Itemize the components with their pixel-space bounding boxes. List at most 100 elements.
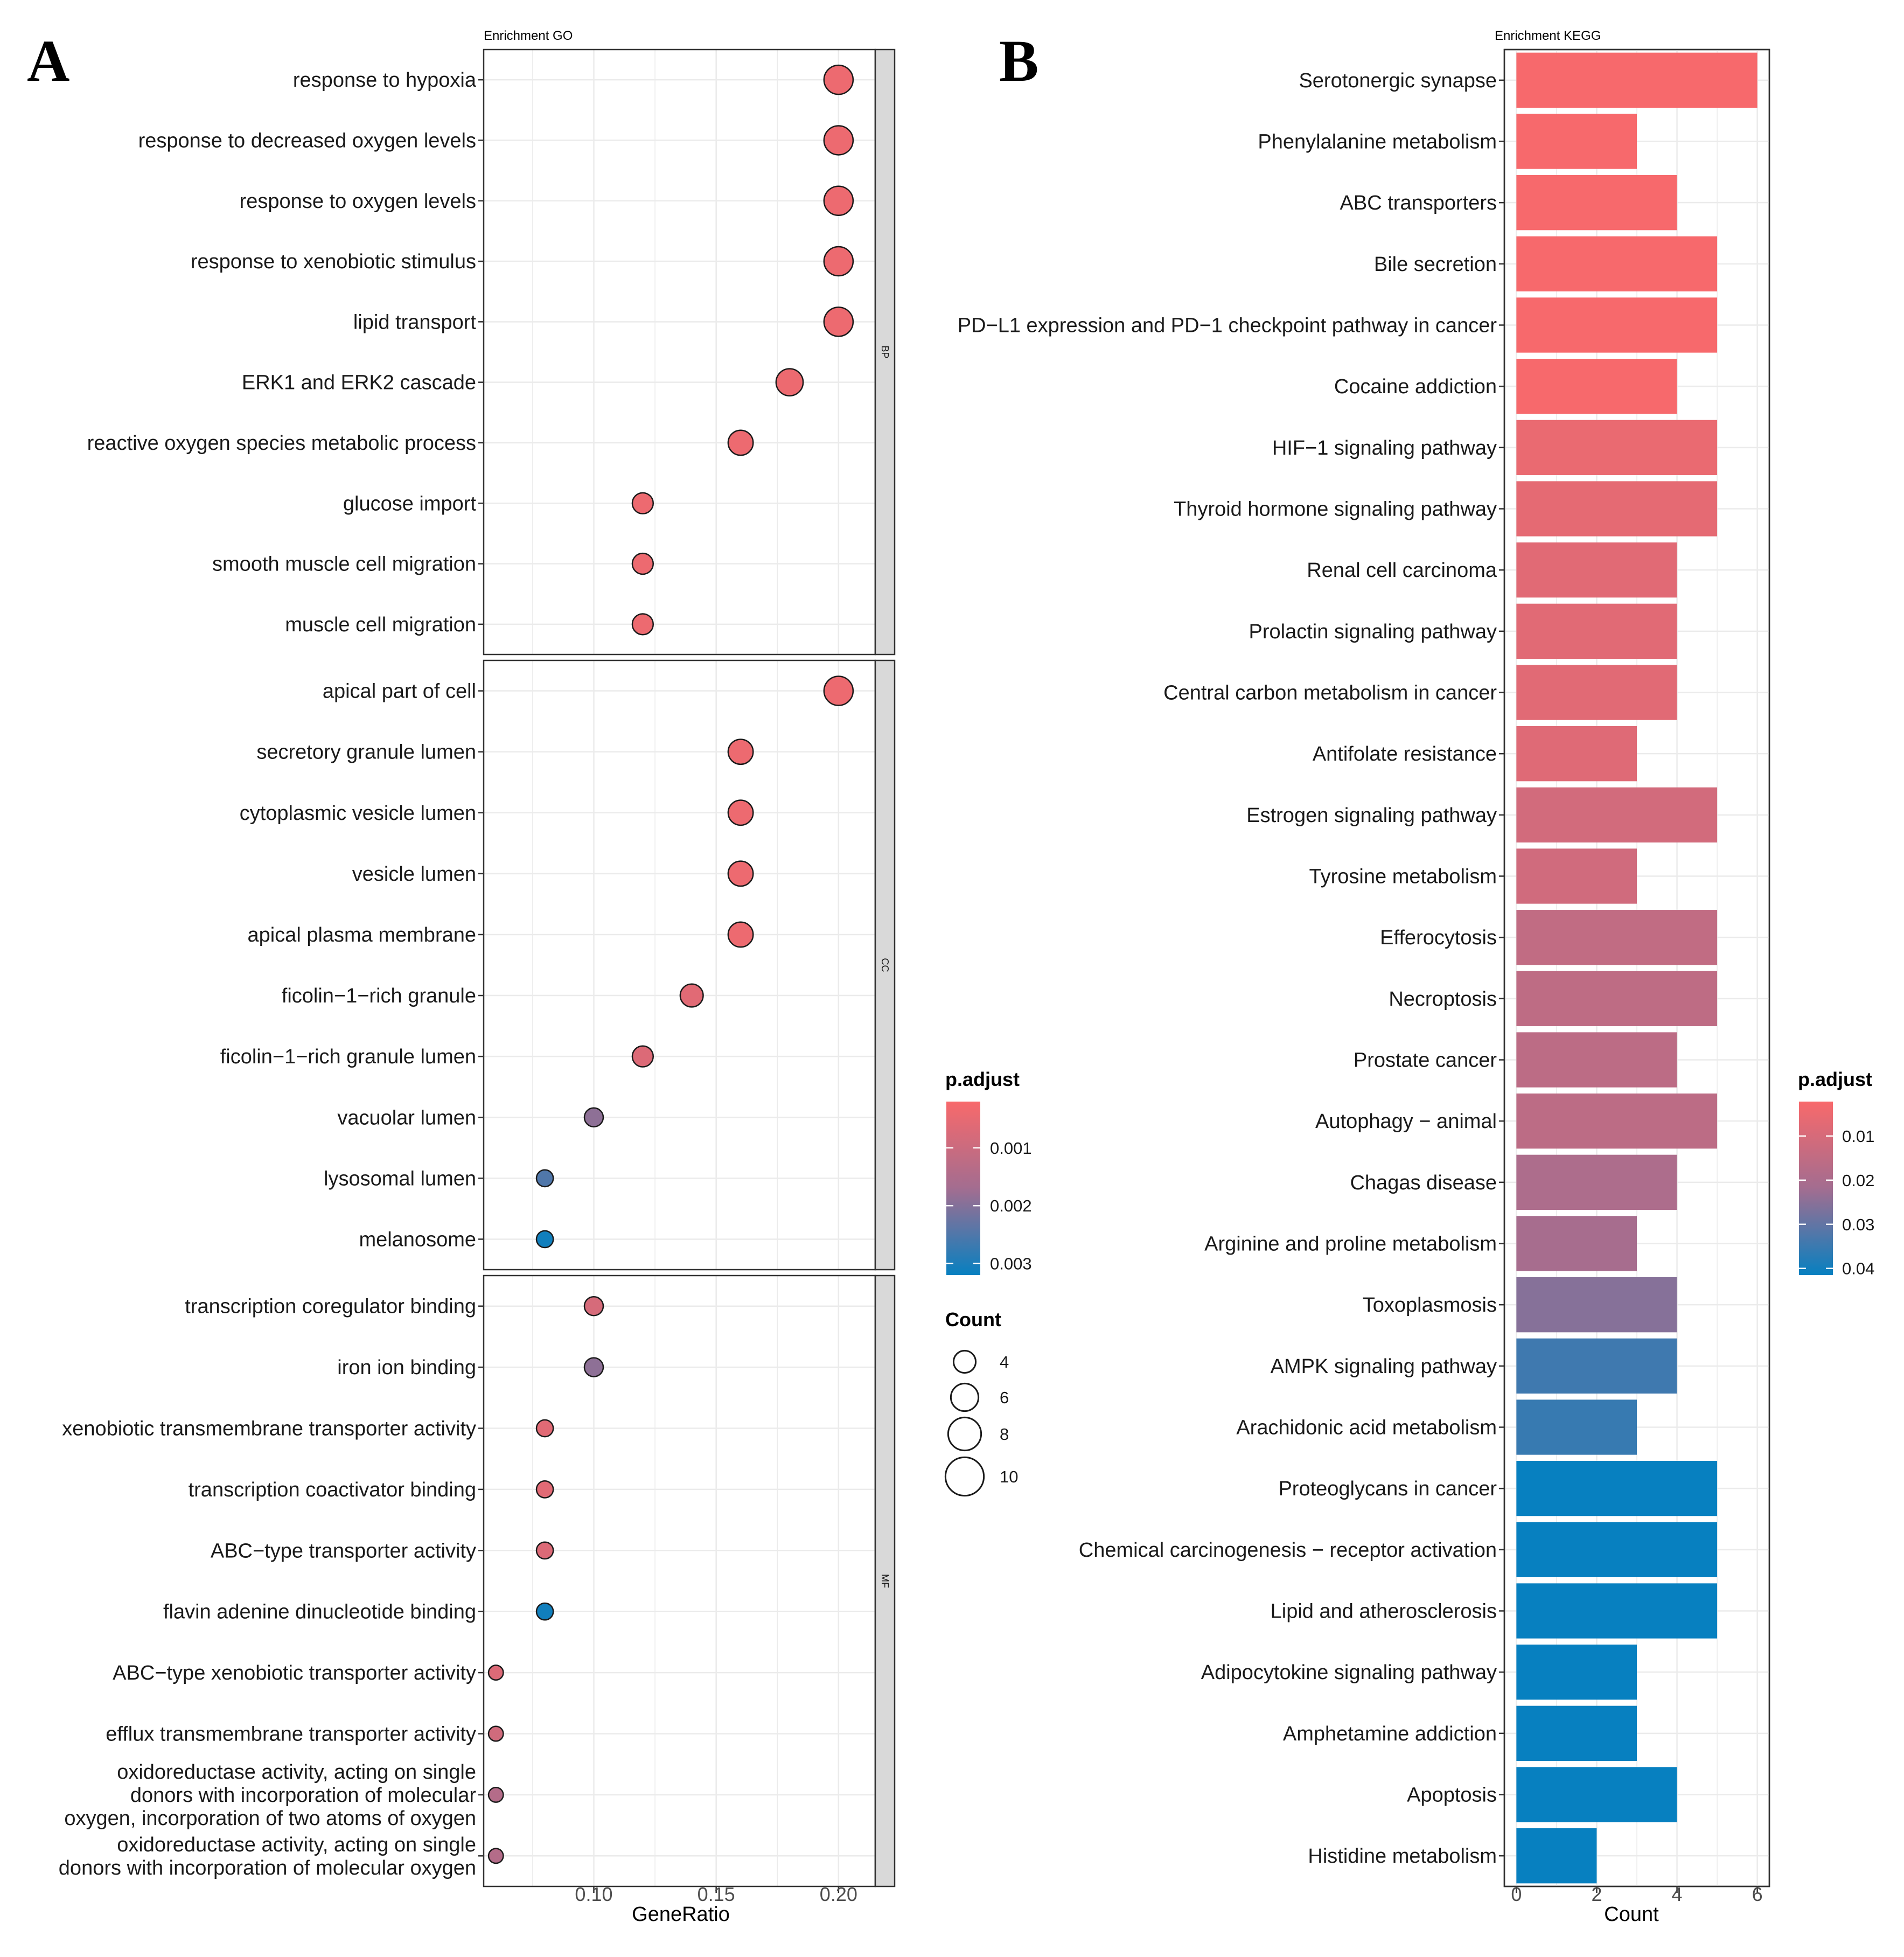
go-term-label-line: cytoplasmic vesicle lumen bbox=[240, 802, 476, 825]
kegg-bar bbox=[1516, 297, 1718, 353]
go-point bbox=[631, 552, 654, 575]
go-color-tick-label: 0.003 bbox=[990, 1255, 1032, 1273]
kegg-bar bbox=[1516, 726, 1637, 782]
go-color-tick-label: 0.001 bbox=[990, 1139, 1032, 1158]
go-term-label-line: ficolin−1−rich granule lumen bbox=[220, 1046, 476, 1068]
go-term-label-line: efflux transmembrane transporter activit… bbox=[106, 1723, 476, 1746]
kegg-bar bbox=[1516, 1154, 1677, 1210]
kegg-bar bbox=[1516, 971, 1718, 1026]
kegg-bar bbox=[1516, 52, 1757, 108]
go-facet-mf: MF transcription coregulator binding iron … bbox=[59, 1275, 896, 1888]
kegg-y-labels: Serotonergic synapse Phenylalanine metabo… bbox=[958, 69, 1504, 1868]
go-term-label-line: secretory granule lumen bbox=[256, 741, 476, 764]
go-term-label-line: ERK1 and ERK2 cascade bbox=[242, 372, 476, 394]
go-facet-panel bbox=[484, 1276, 875, 1886]
go-facet-cc: CC apical part of cell secretory granule l… bbox=[220, 659, 896, 1271]
kegg-category-label: Cocaine addiction bbox=[1334, 375, 1497, 398]
kegg-bar bbox=[1516, 1094, 1718, 1149]
kegg-bar bbox=[1516, 1522, 1718, 1577]
go-point bbox=[583, 1296, 604, 1317]
kegg-category-label: Arachidonic acid metabolism bbox=[1236, 1417, 1497, 1439]
go-point bbox=[535, 1230, 554, 1249]
kegg-bar bbox=[1516, 542, 1677, 598]
go-term-label: smooth muscle cell migration bbox=[212, 553, 476, 576]
go-point bbox=[487, 1665, 504, 1681]
kegg-plot-border bbox=[1503, 48, 1770, 1888]
go-size-keys: 4 6 8 10 bbox=[944, 1349, 1018, 1497]
go-facet-strip-label: BP bbox=[880, 345, 890, 358]
kegg-chart-title: Enrichment KEGG bbox=[1495, 29, 1601, 43]
go-point bbox=[727, 429, 754, 456]
kegg-category-label: Autophagy − animal bbox=[1315, 1110, 1497, 1133]
kegg-bar bbox=[1516, 1399, 1637, 1455]
go-point bbox=[535, 1541, 554, 1560]
kegg-color-tick-label: 0.04 bbox=[1842, 1259, 1874, 1278]
go-term-label: glucose import bbox=[343, 492, 477, 515]
go-point bbox=[535, 1480, 554, 1499]
kegg-category-label: Arginine and proline metabolism bbox=[1204, 1233, 1497, 1256]
go-term-label-line: donors with incorporation of molecular o… bbox=[59, 1857, 476, 1879]
kegg-bar bbox=[1516, 848, 1637, 904]
kegg-category-label: Apoptosis bbox=[1407, 1784, 1497, 1807]
go-point bbox=[823, 185, 854, 216]
go-point bbox=[631, 492, 654, 514]
kegg-category-label: Adipocytokine signaling pathway bbox=[1201, 1661, 1497, 1684]
go-term-label: response to hypoxia bbox=[293, 69, 477, 92]
go-term-label-line: muscle cell migration bbox=[285, 614, 476, 636]
kegg-category-label: Prostate cancer bbox=[1354, 1049, 1497, 1072]
go-term-label-line: vesicle lumen bbox=[352, 863, 476, 886]
kegg-bar bbox=[1516, 603, 1677, 659]
go-facets: BP response to hypoxia response to decreas… bbox=[59, 48, 896, 1888]
go-term-label-line: xenobiotic transmembrane transporter act… bbox=[62, 1418, 476, 1440]
panel-a-letter: A bbox=[27, 28, 69, 94]
kegg-bar bbox=[1516, 1032, 1677, 1088]
go-point bbox=[727, 739, 754, 765]
go-term-label: apical plasma membrane bbox=[247, 924, 476, 946]
kegg-category-label: Bile secretion bbox=[1374, 253, 1497, 276]
kegg-category-label: Prolactin signaling pathway bbox=[1249, 621, 1497, 643]
go-term-label: vacuolar lumen bbox=[337, 1106, 476, 1129]
kegg-bar bbox=[1516, 1645, 1637, 1700]
go-point bbox=[823, 675, 854, 706]
kegg-category-label: Thyroid hormone signaling pathway bbox=[1174, 498, 1497, 521]
go-term-label: efflux transmembrane transporter activit… bbox=[106, 1723, 476, 1746]
kegg-category-label: AMPK signaling pathway bbox=[1271, 1355, 1497, 1378]
kegg-bar bbox=[1516, 420, 1718, 475]
go-point bbox=[727, 860, 754, 887]
go-term-label-line: oxygen, incorporation of two atoms of ox… bbox=[64, 1807, 476, 1830]
kegg-color-bar bbox=[1799, 1102, 1833, 1275]
go-term-label-line: response to decreased oxygen levels bbox=[138, 129, 476, 152]
kegg-x-tick-label: 4 bbox=[1672, 1883, 1683, 1905]
kegg-color-tick-label: 0.03 bbox=[1842, 1215, 1874, 1234]
kegg-category-label: Antifolate resistance bbox=[1313, 743, 1497, 765]
go-facet-strip bbox=[874, 1275, 896, 1888]
panel-b-letter: B bbox=[999, 28, 1038, 94]
go-term-label: ERK1 and ERK2 cascade bbox=[242, 372, 476, 394]
kegg-category-label: Central carbon metabolism in cancer bbox=[1163, 682, 1497, 705]
go-term-label: ABC−type xenobiotic transporter activity bbox=[113, 1662, 476, 1684]
go-size-key-circle bbox=[947, 1416, 982, 1452]
kegg-x-tick-label: 6 bbox=[1752, 1883, 1763, 1905]
go-size-key-label: 4 bbox=[1000, 1353, 1009, 1371]
kegg-color-ticks: 0.01 0.02 0.03 0.04 bbox=[1799, 1127, 1874, 1278]
kegg-category-label: Amphetamine addiction bbox=[1283, 1723, 1497, 1745]
go-term-label-line: vacuolar lumen bbox=[337, 1106, 476, 1129]
kegg-category-label: PD−L1 expression and PD−1 checkpoint pat… bbox=[958, 315, 1497, 337]
go-term-label: oxidoreductase activity, acting on singl… bbox=[59, 1834, 476, 1879]
kegg-color-legend-title: p.adjust bbox=[1798, 1068, 1872, 1090]
go-point bbox=[583, 1107, 604, 1127]
kegg-category-label: Proteoglycans in cancer bbox=[1278, 1478, 1497, 1500]
go-point bbox=[535, 1602, 554, 1621]
go-size-key-label: 6 bbox=[1000, 1388, 1009, 1407]
go-term-label: flavin adenine dinucleotide binding bbox=[163, 1601, 476, 1624]
kegg-bar bbox=[1516, 481, 1718, 537]
go-x-tick-label: 0.15 bbox=[698, 1883, 735, 1905]
go-term-label-line: ABC−type transporter activity bbox=[211, 1540, 476, 1562]
go-color-legend: p.adjust 0.001 0.002 0.003 bbox=[945, 1068, 1032, 1275]
kegg-category-label: Efferocytosis bbox=[1380, 927, 1497, 949]
kegg-category-label: Chagas disease bbox=[1350, 1172, 1497, 1194]
go-point bbox=[823, 246, 854, 277]
kegg-category-label: Necroptosis bbox=[1389, 988, 1497, 1011]
kegg-category-label: Serotonergic synapse bbox=[1299, 69, 1497, 92]
go-term-label: reactive oxygen species metabolic proces… bbox=[87, 432, 476, 455]
